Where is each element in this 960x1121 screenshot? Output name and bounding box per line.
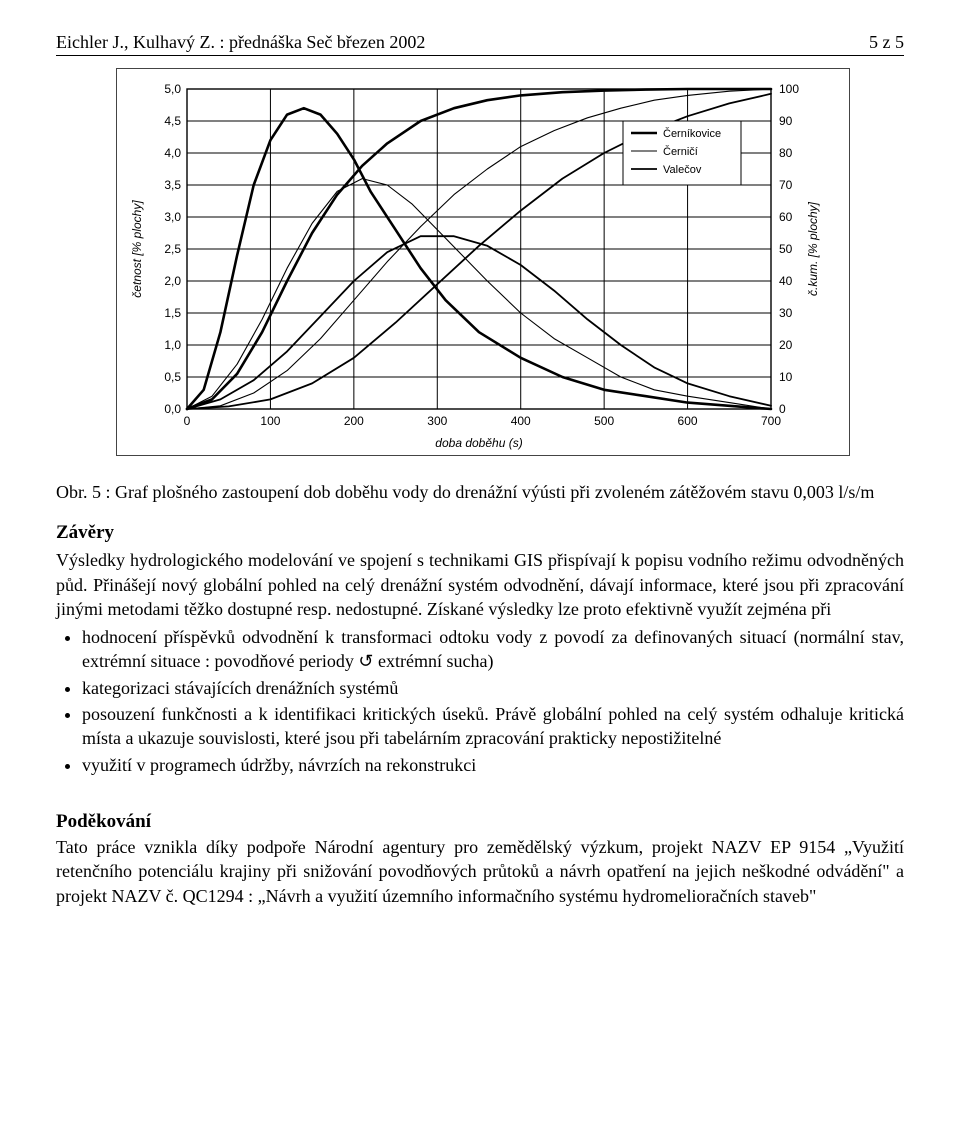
header-right: 5 z 5 (869, 32, 904, 53)
svg-text:0: 0 (779, 402, 786, 416)
svg-text:60: 60 (779, 210, 793, 224)
svg-text:100: 100 (779, 82, 799, 96)
running-header: Eichler J., Kulhavý Z. : přednáška Seč b… (56, 32, 904, 56)
page-root: Eichler J., Kulhavý Z. : přednáška Seč b… (0, 0, 960, 968)
svg-text:5,0: 5,0 (164, 82, 181, 96)
svg-text:četnost [% plochy]: četnost [% plochy] (130, 200, 144, 298)
conclusions-title: Závěry (56, 522, 904, 544)
chart-container: 01002003004005006007000,00,51,01,52,02,5… (116, 68, 850, 456)
ack-text: Tato práce vznikla díky podpoře Národní … (56, 835, 904, 908)
svg-text:Černičí: Černičí (663, 145, 698, 158)
svg-text:0,0: 0,0 (164, 402, 181, 416)
svg-text:20: 20 (779, 338, 793, 352)
svg-text:1,5: 1,5 (164, 306, 181, 320)
svg-text:3,0: 3,0 (164, 210, 181, 224)
svg-text:Valečov: Valečov (663, 164, 702, 176)
conclusions-bullet: hodnocení příspěvků odvodnění k transfor… (82, 625, 904, 674)
conclusions-bullet: využití v programech údržby, návrzích na… (82, 753, 904, 777)
svg-text:10: 10 (779, 370, 793, 384)
svg-text:400: 400 (511, 414, 531, 428)
svg-text:1,0: 1,0 (164, 338, 181, 352)
svg-text:500: 500 (594, 414, 614, 428)
conclusions-bullet: posouzení funkčnosti a k identifikaci kr… (82, 702, 904, 751)
svg-text:50: 50 (779, 242, 793, 256)
svg-text:80: 80 (779, 146, 793, 160)
svg-text:200: 200 (344, 414, 364, 428)
svg-text:doba doběhu (s): doba doběhu (s) (435, 436, 522, 450)
ack-title: Poděkování (56, 811, 904, 833)
conclusions-bullet: kategorizaci stávajících drenážních syst… (82, 676, 904, 700)
svg-text:0: 0 (184, 414, 191, 428)
conclusions-list: hodnocení příspěvků odvodnění k transfor… (56, 625, 904, 777)
svg-text:300: 300 (427, 414, 447, 428)
header-left: Eichler J., Kulhavý Z. : přednáška Seč b… (56, 32, 425, 53)
svg-text:Černíkovice: Černíkovice (663, 127, 721, 140)
svg-text:3,5: 3,5 (164, 178, 181, 192)
svg-text:100: 100 (260, 414, 280, 428)
svg-text:40: 40 (779, 274, 793, 288)
svg-text:700: 700 (761, 414, 781, 428)
figure-caption: Obr. 5 : Graf plošného zastoupení dob do… (110, 480, 904, 504)
svg-text:30: 30 (779, 306, 793, 320)
svg-text:600: 600 (678, 414, 698, 428)
svg-text:4,0: 4,0 (164, 146, 181, 160)
conclusions-intro: Výsledky hydrologického modelování ve sp… (56, 548, 904, 621)
svg-text:2,5: 2,5 (164, 242, 181, 256)
svg-text:4,5: 4,5 (164, 114, 181, 128)
chart-svg: 01002003004005006007000,00,51,01,52,02,5… (123, 75, 831, 455)
svg-text:2,0: 2,0 (164, 274, 181, 288)
svg-text:0,5: 0,5 (164, 370, 181, 384)
svg-text:70: 70 (779, 178, 793, 192)
svg-text:90: 90 (779, 114, 793, 128)
svg-text:č.kum. [% plochy]: č.kum. [% plochy] (806, 201, 820, 296)
